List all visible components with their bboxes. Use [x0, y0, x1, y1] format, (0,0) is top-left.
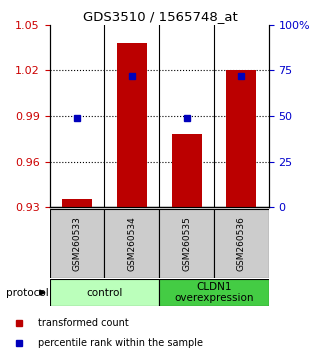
Bar	[50, 209, 104, 278]
Bar	[214, 209, 269, 278]
Bar	[226, 70, 256, 207]
Text: protocol: protocol	[6, 287, 49, 298]
Bar	[159, 209, 214, 278]
Text: GSM260535: GSM260535	[182, 216, 191, 271]
Bar	[159, 279, 269, 306]
Text: GSM260534: GSM260534	[127, 216, 136, 271]
Bar	[62, 200, 92, 207]
Bar	[172, 134, 202, 207]
Bar	[104, 209, 159, 278]
Text: GSM260536: GSM260536	[237, 216, 246, 271]
Text: GSM260533: GSM260533	[73, 216, 82, 271]
Text: GDS3510 / 1565748_at: GDS3510 / 1565748_at	[83, 10, 237, 23]
Text: CLDN1
overexpression: CLDN1 overexpression	[174, 282, 254, 303]
Text: control: control	[86, 287, 123, 298]
Text: percentile rank within the sample: percentile rank within the sample	[38, 338, 203, 348]
Text: transformed count: transformed count	[38, 318, 128, 328]
Bar	[50, 279, 159, 306]
Bar	[117, 43, 147, 207]
